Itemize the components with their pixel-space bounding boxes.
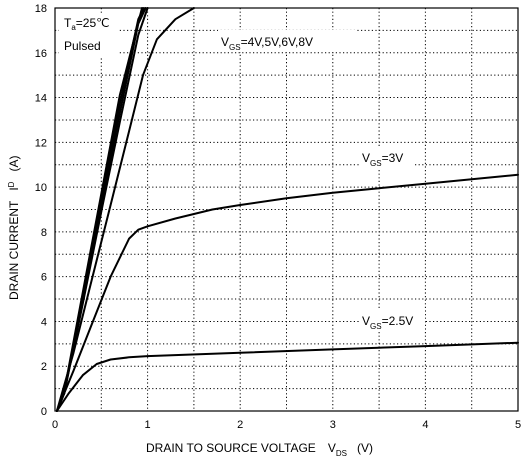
- series-lines: [55, 7, 519, 412]
- series-line-vgs-4v-high-knee: [55, 7, 195, 412]
- y-tick-label: 14: [35, 93, 47, 105]
- y-tick-label: 12: [35, 137, 47, 149]
- x-axis-label: DRAIN TO SOURCE VOLTAGE VDS (V): [146, 441, 373, 458]
- x-tick-label: 4: [422, 419, 428, 431]
- annotation-vgs-high: VGS=4V,5V,6V,8V: [221, 35, 313, 52]
- series-line-vgs-2-5v: [55, 341, 519, 412]
- pulsed-label: Pulsed: [64, 39, 101, 53]
- ta-label: Ta=25℃: [64, 16, 110, 32]
- x-tick-label: 0: [52, 419, 58, 431]
- y-tick-label: 8: [41, 227, 47, 239]
- conditions-box: [59, 13, 119, 58]
- y-tick-label: 16: [35, 48, 47, 60]
- annotation-box-2-5v: [359, 309, 425, 331]
- annotation-vgs-3v: VGS=3V: [362, 151, 403, 168]
- y-tick-label: 4: [41, 316, 47, 328]
- annotation-box-high: [218, 30, 356, 52]
- y-tick-label: 6: [41, 272, 47, 284]
- y-tick-label: 10: [35, 182, 47, 194]
- x-tick-label: 3: [330, 419, 336, 431]
- y-tick-label: 18: [35, 3, 47, 15]
- annotation-vgs-2-5v: VGS=2.5V: [362, 314, 413, 331]
- annotation-box-3v: [359, 146, 414, 168]
- x-tick-label: 2: [237, 419, 243, 431]
- y-tick-label: 2: [41, 361, 47, 373]
- x-tick-label: 1: [145, 419, 151, 431]
- x-tick-label: 5: [515, 419, 521, 431]
- plot-frame: [54, 7, 519, 412]
- y-axis-label: DRAIN CURRENTID(A): [7, 156, 21, 300]
- y-tick-label: 0: [41, 406, 47, 418]
- series-line-vgs-3v: [55, 173, 519, 412]
